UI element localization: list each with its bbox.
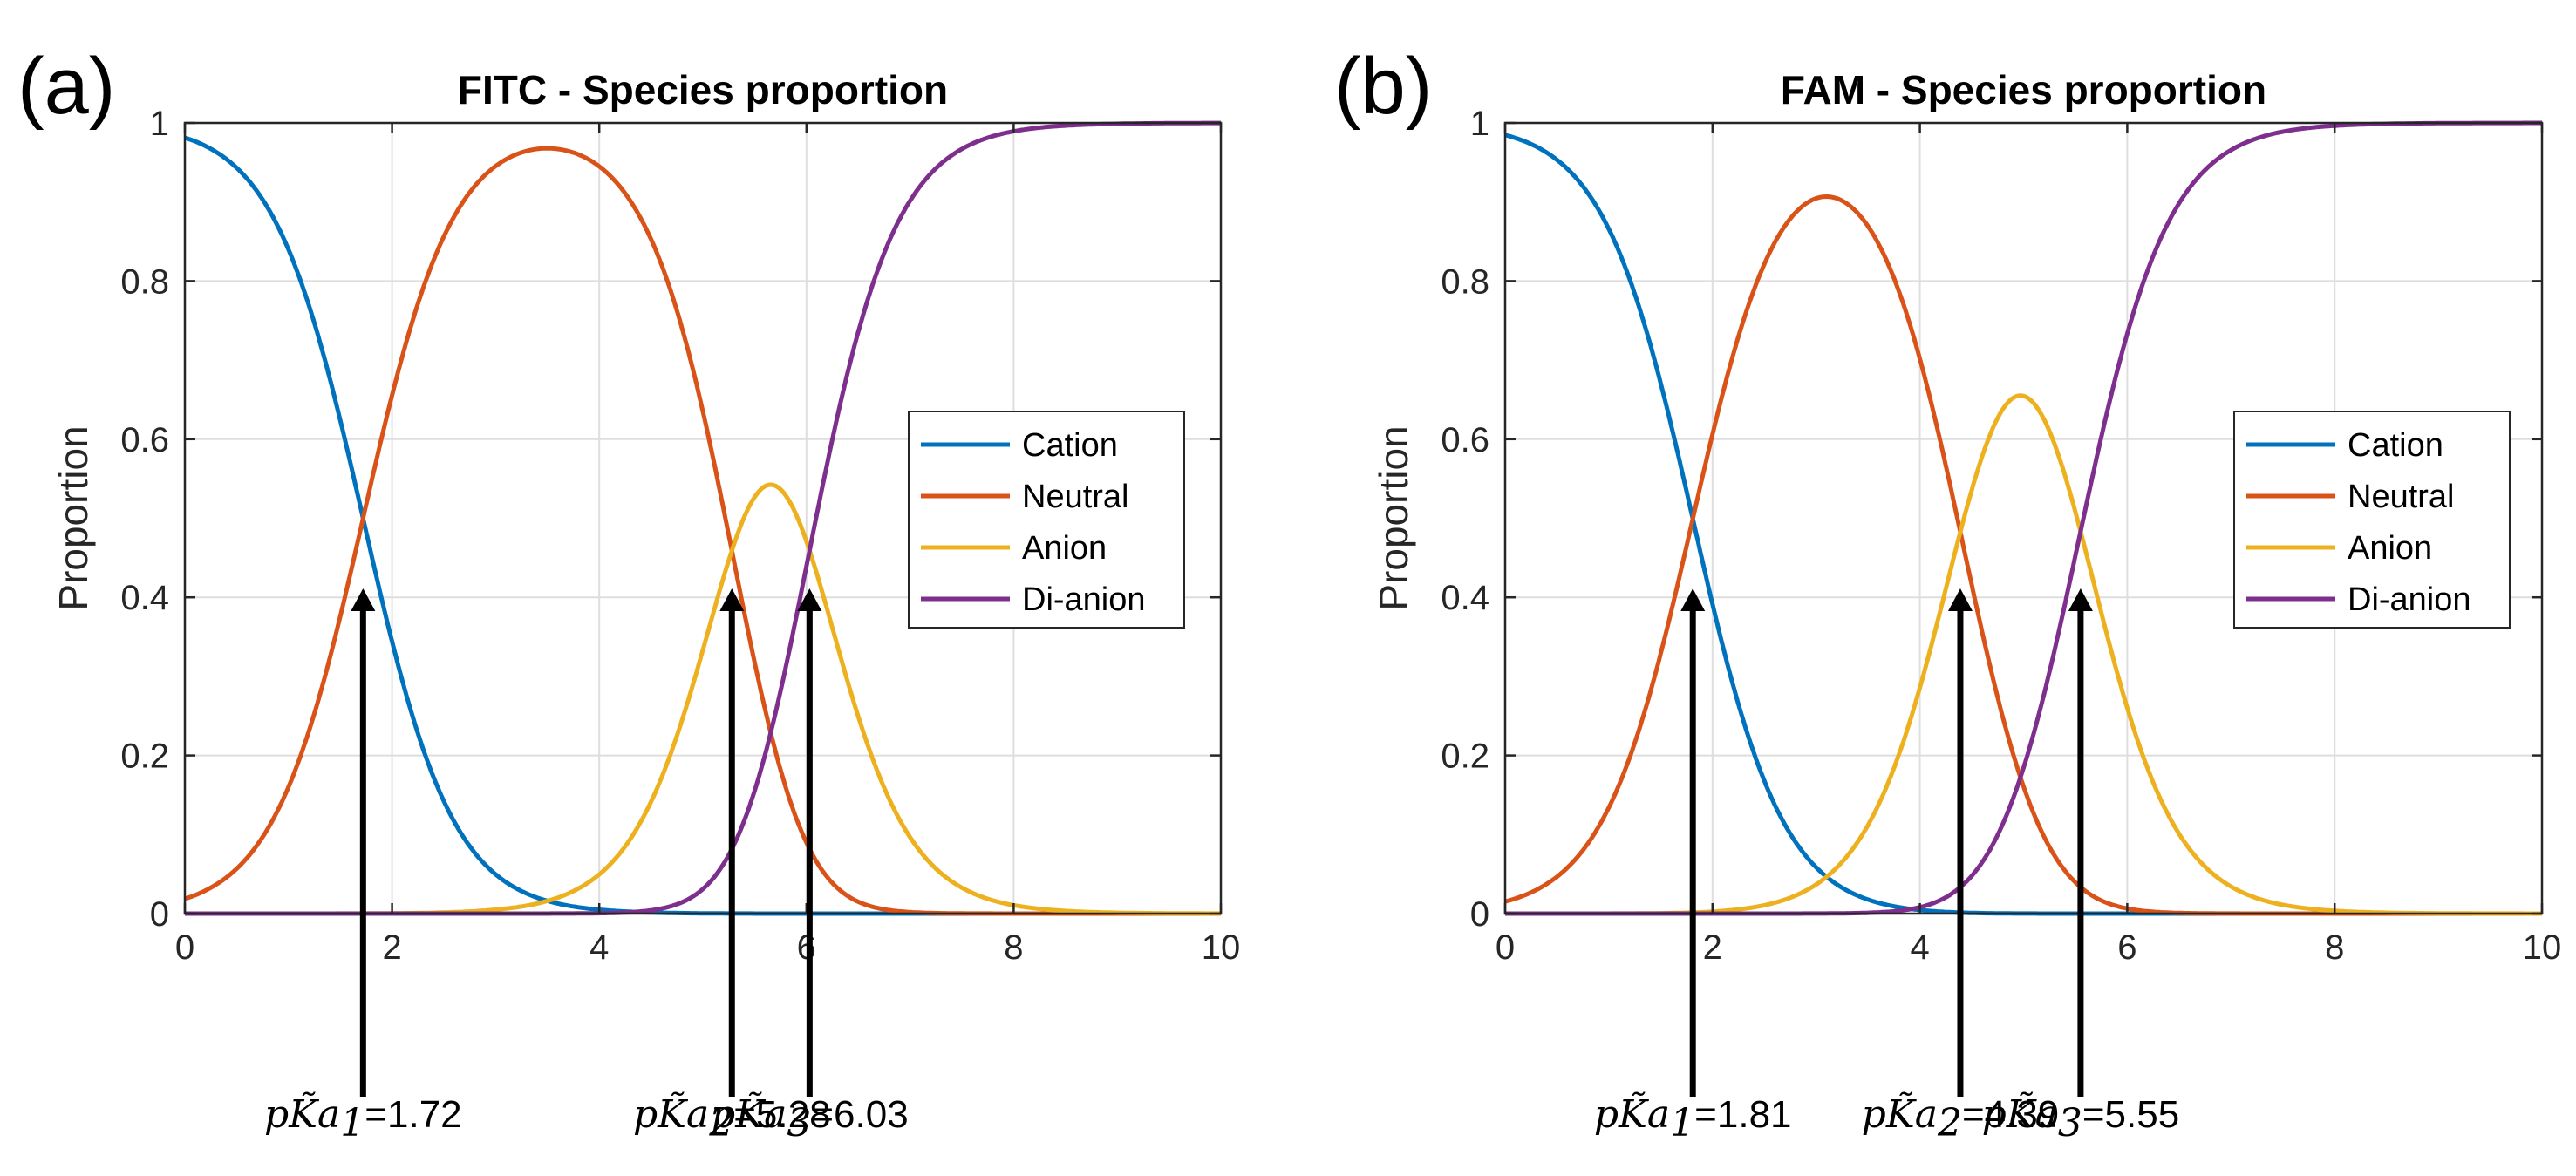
pka-label: pK̃a2=4.39	[1862, 1091, 2060, 1145]
y-tick-label: 0	[150, 895, 169, 934]
pka-value: =1.81	[1694, 1093, 1791, 1136]
chart-panel-a: 0 2 4 6 8 10 0 0.2 0.4 0.6 0.8 1 FITC - Species prop…	[17, 42, 1240, 1145]
y-tick-label: 0.8	[1441, 262, 1489, 301]
legend-label-cation: Cation	[1022, 427, 1118, 464]
arrow-head	[1680, 588, 1706, 611]
legend-label-di-anion: Di-anion	[2348, 581, 2471, 618]
pka-symbol: pK̃a	[633, 1091, 709, 1137]
pka-label: pK̃a3=5.55	[1982, 1091, 2180, 1145]
pka-label: pK̃a2=5.28	[633, 1091, 831, 1145]
pka-symbol: pK̃a	[264, 1091, 340, 1137]
panel-label: (a)	[17, 42, 115, 131]
legend-label-anion: Anion	[2348, 530, 2432, 567]
y-tick-label: 0.2	[1441, 738, 1489, 776]
chart-title: FAM - Species proportion	[1781, 67, 2266, 112]
axes-box	[183, 121, 1223, 915]
axes-box	[1503, 121, 2544, 915]
pka-value: =4.39	[1962, 1093, 2059, 1136]
y-tick-label: 0.4	[120, 579, 169, 617]
pka-subscript: 2	[1937, 1101, 1962, 1145]
pka-subscript: 3	[2058, 1101, 2082, 1145]
x-tick-label: 4	[589, 928, 609, 967]
y-tick-label: 0.8	[120, 262, 169, 301]
x-tick-label: 8	[1004, 928, 1023, 967]
pka-value: =6.03	[811, 1093, 908, 1136]
legend-label-anion: Anion	[1022, 530, 1107, 567]
pka-value: =1.72	[365, 1093, 461, 1136]
legend-label-cation: Cation	[2348, 427, 2443, 464]
pka-annotation-1: pK̃a1=1.72	[264, 588, 462, 1145]
x-tick-label: 2	[382, 928, 401, 967]
x-tick-label: 6	[2117, 928, 2136, 967]
x-tick-label: 4	[1910, 928, 1929, 967]
x-tick-label: 10	[1202, 928, 1241, 967]
pka-symbol: pK̃a	[711, 1091, 787, 1137]
pka-label: pK̃a1=1.72	[264, 1091, 462, 1145]
legend-label-neutral: Neutral	[1022, 479, 1129, 515]
pka-value: =5.28	[733, 1093, 830, 1136]
y-tick-label: 0.6	[120, 421, 169, 459]
pka-annotation-3: pK̃a3=6.03	[711, 588, 909, 1145]
pka-symbol: pK̃a	[1594, 1091, 1670, 1137]
y-tick-label: 0.6	[1441, 421, 1489, 459]
legend-box	[908, 411, 1185, 629]
pka-annotation-3: pK̃a3=5.55	[1982, 588, 2180, 1145]
chart-panel-b: 0 2 4 6 8 10 0 0.2 0.4 0.6 0.8 1 FAM - Species propo…	[1334, 42, 2561, 1145]
x-tick-label: 6	[797, 928, 816, 967]
legend-label-di-anion: Di-anion	[1022, 581, 1146, 618]
x-tick-label: 0	[175, 928, 194, 967]
y-tick-label: 1	[1470, 105, 1489, 143]
x-tick-label: 0	[1496, 928, 1515, 967]
pka-value: =5.55	[2082, 1093, 2179, 1136]
pka-subscript: 1	[340, 1101, 365, 1145]
arrow-head	[2068, 588, 2093, 611]
y-tick-label: 0.2	[120, 738, 169, 776]
x-tick-label: 2	[1703, 928, 1722, 967]
y-tick-label: 0	[1470, 895, 1489, 934]
legend-box	[2233, 411, 2511, 629]
pka-symbol: pK̃a	[1982, 1091, 2058, 1137]
arrow-head	[719, 588, 745, 611]
arrow-head	[1947, 588, 1973, 611]
pka-annotation-2: pK̃a2=4.39	[1862, 588, 2060, 1145]
legend: Cation Neutral Anion Di-anion	[2233, 411, 2511, 629]
pka-annotation-2: pK̃a2=5.28	[633, 588, 831, 1145]
pka-label: pK̃a3=6.03	[711, 1091, 909, 1145]
pka-label: pK̃a1=1.81	[1594, 1091, 1792, 1145]
legend: Cation Neutral Anion Di-anion	[908, 411, 1185, 629]
arrow-head	[797, 588, 822, 611]
y-tick-label: 1	[150, 105, 169, 143]
arrow-head	[351, 588, 376, 611]
pka-subscript: 2	[708, 1101, 733, 1145]
y-axis-label: Proportion	[51, 425, 96, 610]
x-tick-label: 10	[2523, 928, 2562, 967]
chart-title: FITC - Species proportion	[458, 67, 948, 112]
x-tick-label: 8	[2325, 928, 2344, 967]
y-tick-label: 0.4	[1441, 579, 1489, 617]
panel-label: (b)	[1334, 42, 1432, 131]
y-axis-label: Proportion	[1371, 425, 1416, 610]
pka-annotation-1: pK̃a1=1.81	[1594, 588, 1792, 1145]
legend-label-neutral: Neutral	[2348, 479, 2455, 515]
pka-symbol: pK̃a	[1862, 1091, 1938, 1137]
pka-subscript: 3	[787, 1101, 811, 1145]
pka-subscript: 1	[1670, 1101, 1694, 1145]
